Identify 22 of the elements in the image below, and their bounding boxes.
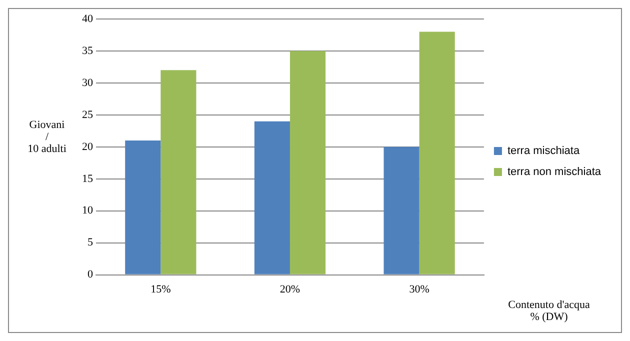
y-axis-title: Giovani / 10 adulti [26, 119, 68, 155]
y-tick-label: 20 [82, 140, 94, 153]
x-tick-label: 15% [150, 283, 171, 296]
x-tick-label: 30% [409, 283, 430, 296]
y-tick-label: 30 [82, 76, 94, 89]
bar [125, 140, 161, 274]
x-tick-label: 20% [280, 283, 300, 296]
legend-label: terra mischiata [507, 145, 580, 158]
bar [384, 146, 420, 274]
legend-label: terra non mischiata [507, 166, 602, 178]
bar [254, 121, 290, 274]
y-tick-label: 25 [82, 108, 94, 121]
bar [160, 70, 196, 274]
y-tick-label: 15 [82, 172, 94, 185]
y-tick-label: 0 [88, 268, 94, 281]
bar [419, 32, 455, 274]
y-tick-label: 35 [82, 44, 94, 57]
bar [290, 50, 326, 274]
y-tick-label: 10 [82, 204, 94, 217]
x-axis-title: Contenuto d'acqua % (DW) [507, 299, 591, 323]
y-tick-label: 40 [82, 12, 94, 25]
y-tick-label: 5 [88, 236, 94, 249]
